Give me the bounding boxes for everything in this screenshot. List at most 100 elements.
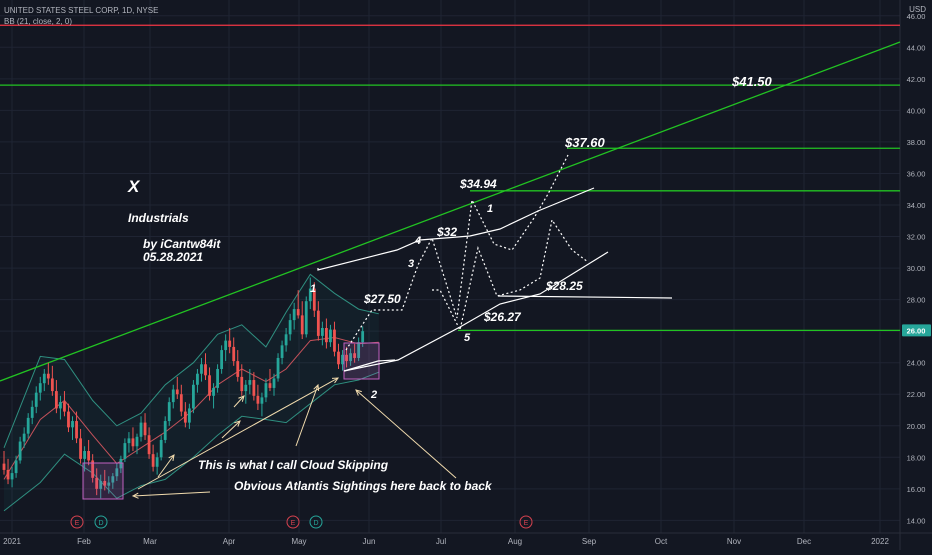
- candle-body: [187, 408, 191, 423]
- x-tick-label: Mar: [143, 537, 157, 546]
- candle-body: [75, 421, 78, 439]
- y-tick-label: 18.00: [907, 453, 926, 462]
- candle-body: [272, 378, 276, 388]
- y-tick-label: 34.00: [907, 201, 926, 210]
- candle-body: [14, 460, 18, 474]
- arrow-cloud-4: [295, 384, 319, 447]
- price-label-28-25: $28.25: [545, 279, 583, 293]
- consolidation-box-feb: [82, 462, 124, 500]
- note-cloud-skipping: This is what I call Cloud Skipping: [198, 458, 389, 472]
- candle-body: [30, 406, 34, 418]
- candle-body: [329, 329, 332, 343]
- arrow-cloud-2-head: [234, 420, 241, 427]
- price-label-26-27: $26.27: [483, 310, 522, 324]
- wave-label-5: 5: [464, 332, 471, 344]
- x-tick-label: 2022: [871, 537, 889, 546]
- wave-label-1-right: 1: [487, 203, 493, 215]
- wave-label-3: 3: [408, 258, 414, 270]
- candle-body: [123, 443, 127, 459]
- event-marker-label: D: [98, 520, 103, 527]
- sector-label: Industrials: [128, 211, 189, 225]
- candle-body: [179, 394, 183, 412]
- candle-body: [325, 328, 328, 343]
- candle-body: [79, 438, 82, 459]
- candle-body: [135, 436, 139, 447]
- candle-body: [119, 458, 123, 469]
- date-label: 05.28.2021: [143, 250, 203, 264]
- y-tick-label: 24.00: [907, 359, 926, 368]
- candle-body: [316, 310, 320, 336]
- y-tick-label: 36.00: [907, 169, 926, 178]
- y-tick-label: 28.00: [907, 296, 926, 305]
- x-tick-label: Oct: [655, 537, 668, 546]
- consolidation-box-may: [343, 342, 380, 380]
- candle-body: [87, 451, 91, 461]
- candle-body: [26, 417, 30, 434]
- candle-body: [345, 354, 348, 362]
- candle-body: [264, 383, 268, 398]
- candle-body: [353, 353, 357, 358]
- x-tick-label: Sep: [582, 537, 597, 546]
- currency-label: USD: [909, 5, 926, 14]
- candle-body: [127, 438, 131, 444]
- candle-body: [212, 387, 215, 396]
- channel-base-line: [343, 359, 396, 372]
- candle-body: [183, 411, 187, 423]
- candle-body: [63, 402, 66, 412]
- y-tick-label: 14.00: [907, 516, 926, 525]
- candle-body: [192, 384, 195, 409]
- candle-body: [228, 340, 232, 347]
- x-tick-label: Jul: [436, 537, 446, 546]
- candle-body: [107, 482, 111, 486]
- candle-body: [216, 369, 219, 388]
- arrow-cloud-4-head: [313, 383, 320, 392]
- candle-body: [280, 345, 284, 358]
- x-tick-label: Apr: [223, 537, 236, 546]
- candle-body: [34, 392, 38, 407]
- arrow-cloud-3-head: [238, 395, 245, 402]
- candle-body: [167, 402, 171, 422]
- arrow-cloud-2: [221, 420, 241, 439]
- arrow-to-feb-box-head: [131, 492, 139, 499]
- x-tick-label: Jun: [363, 537, 376, 546]
- candle-body: [248, 380, 252, 385]
- candle-body: [111, 476, 115, 483]
- wave-label-1-left: 1: [310, 283, 316, 295]
- price-label-27-50: $27.50: [363, 292, 401, 306]
- candle-body: [151, 454, 155, 467]
- candle-body: [91, 460, 95, 478]
- event-marker-label: E: [524, 520, 529, 527]
- candle-body: [208, 375, 211, 396]
- candle-body: [2, 463, 6, 470]
- candle-body: [59, 402, 62, 409]
- arrow-to-feb-box: [132, 491, 211, 497]
- candle-body: [99, 480, 103, 489]
- candle-body: [276, 357, 280, 379]
- y-tick-label: 22.00: [907, 390, 926, 399]
- candle-body: [54, 391, 58, 409]
- arrow-to-may-box-head: [355, 389, 362, 396]
- x-tick-label: Nov: [727, 537, 741, 546]
- last-price-badge: [902, 324, 931, 337]
- candles: [2, 277, 365, 499]
- price-label-37-60: $37.60: [564, 135, 606, 150]
- indicator-label: BB (21, close, 2, 0): [4, 17, 73, 26]
- y-tick-label: 32.00: [907, 233, 926, 242]
- x-tick-label: Dec: [797, 537, 811, 546]
- candle-body: [337, 351, 340, 365]
- candle-body: [18, 441, 22, 461]
- projection-line-28: [497, 295, 673, 299]
- price-label-41-50: $41.50: [731, 74, 773, 89]
- candle-body: [95, 477, 99, 489]
- candle-body: [296, 309, 300, 316]
- candle-body: [224, 340, 228, 351]
- candle-body: [349, 353, 352, 362]
- channel-upper-line: [317, 187, 595, 271]
- candle-body: [300, 315, 304, 335]
- bb-upper-band: [3, 273, 379, 448]
- arrow-cloud-1-head: [168, 454, 175, 461]
- candle-body: [175, 389, 179, 395]
